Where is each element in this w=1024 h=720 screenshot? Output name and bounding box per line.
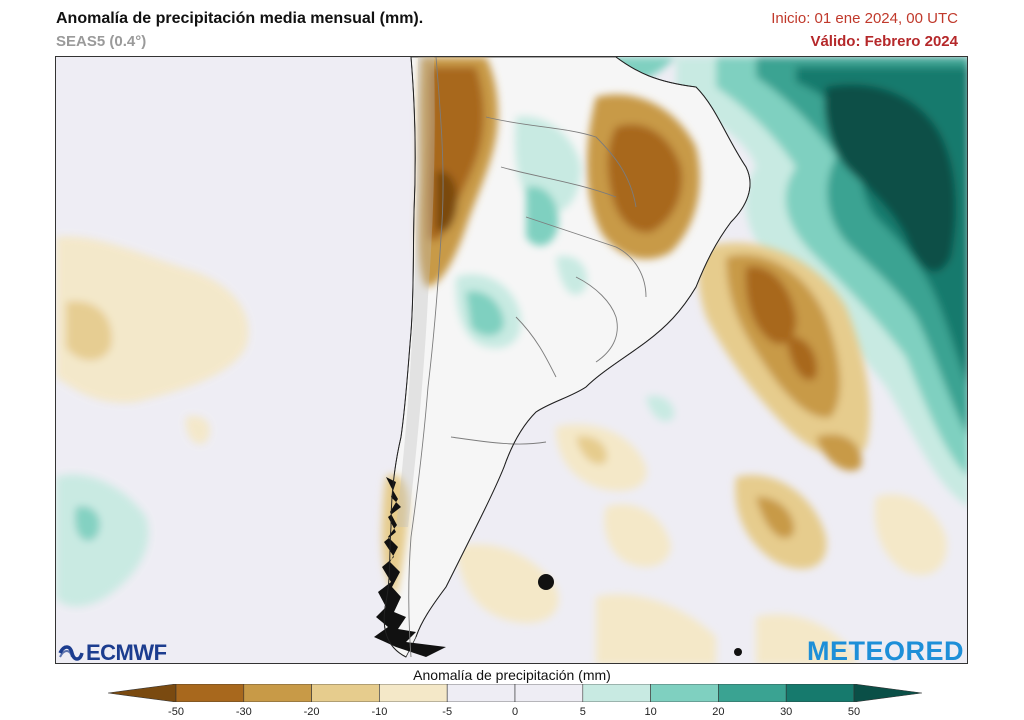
map-title: Anomalía de precipitación media mensual … [56, 10, 424, 27]
legend-tick-label: 20 [712, 706, 725, 718]
valid-date: Válido: Febrero 2024 [810, 33, 958, 50]
legend-tick-label: 10 [644, 706, 657, 718]
chile-fjords [374, 477, 742, 657]
ecmwf-logo: ECMWF [58, 640, 167, 666]
map-canvas [56, 57, 967, 663]
legend-tick-label: 0 [511, 706, 519, 718]
model-subtitle: SEAS5 (0.4°) [56, 33, 147, 50]
colorbar-segment [175, 684, 245, 702]
legend-tick-label: -5 [442, 706, 453, 718]
anomaly-patches-west [56, 236, 249, 607]
legend-tick-label: 5 [579, 706, 586, 718]
legend-tick-label: -10 [371, 706, 388, 718]
legend-tick-label: -50 [168, 706, 184, 718]
colorbar-segment [311, 684, 380, 702]
ecmwf-logo-text: ECMWF [86, 640, 167, 665]
colorbar-segment [379, 684, 448, 702]
ecmwf-mark-icon [58, 645, 84, 661]
colorbar-segment [243, 684, 312, 702]
legend-title: Anomalía de precipitación (mm) [413, 667, 611, 683]
init-date: Inicio: 01 ene 2024, 00 UTC [771, 10, 958, 27]
colorbar-segment [446, 684, 516, 702]
legend-tick-label: 30 [780, 706, 793, 718]
meteored-logo: METEORED [806, 636, 964, 666]
andes-relief [396, 57, 435, 527]
color-bar [108, 684, 922, 702]
coastline [383, 57, 751, 658]
legend-tick-label: -30 [235, 706, 252, 718]
precipitation-anomaly-map [55, 56, 968, 664]
colorbar-segment [582, 684, 651, 702]
colorbar-segment [514, 684, 584, 702]
legend-ticks: -50 -30 -20 -10 -5 0 5 10 20 30 50 [0, 706, 1024, 720]
legend-tick-label: -20 [303, 706, 320, 718]
colorbar-segment [718, 684, 787, 702]
colorbar-extend-low [108, 684, 177, 702]
anomaly-patches-atlantic-dry [456, 242, 947, 663]
country-borders [408, 57, 647, 658]
legend-tick-label: 50 [847, 706, 861, 718]
colorbar-extend-high [853, 684, 922, 702]
colorbar-segment [650, 684, 719, 702]
anomaly-patches-land [381, 57, 700, 597]
colorbar-segment [785, 684, 855, 702]
